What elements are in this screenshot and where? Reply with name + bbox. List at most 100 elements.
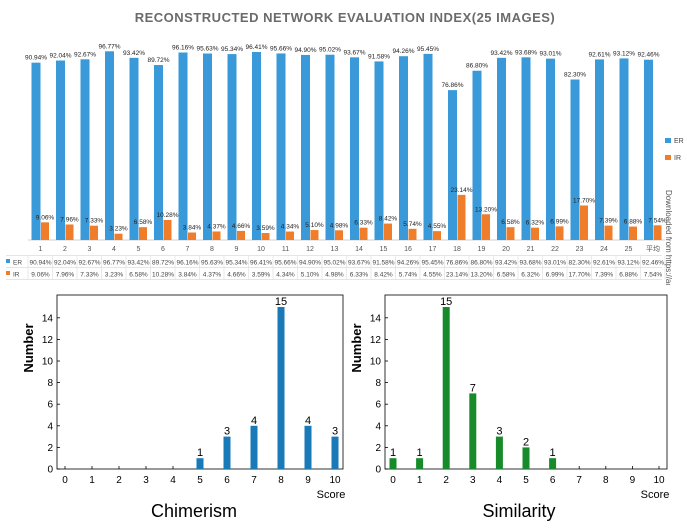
- er-bar: [644, 59, 653, 240]
- y-tick-label: 14: [370, 313, 382, 324]
- table-cell: 92.67%: [78, 260, 100, 267]
- x-tick-label: 10: [329, 475, 341, 486]
- table-cell: 95.45%: [421, 260, 443, 267]
- category-label: 11: [282, 246, 289, 253]
- histogram-bar: [442, 307, 450, 469]
- bar-value-label: 7: [470, 382, 476, 394]
- y-tick-label: 0: [47, 465, 53, 476]
- table-cell: 4.66%: [227, 272, 246, 279]
- category-label: 13: [331, 246, 339, 253]
- x-tick-label: 7: [576, 475, 582, 486]
- y-tick-label: 4: [47, 421, 53, 432]
- legend-swatch: [665, 155, 671, 160]
- table-cell: 76.86%: [446, 260, 468, 267]
- legend-label: IR: [674, 155, 681, 162]
- er-bar: [105, 51, 114, 241]
- ir-bar: [286, 231, 294, 240]
- ir-value-label: 6.88%: [624, 219, 643, 226]
- table-cell: 82.30%: [568, 260, 590, 267]
- x-tick-label: 2: [443, 475, 449, 486]
- table-cell: 93.68%: [519, 260, 541, 267]
- x-tick-label: 6: [224, 475, 230, 486]
- category-label: 25: [625, 246, 633, 253]
- x-tick-label: 2: [116, 475, 122, 486]
- ir-bar: [359, 227, 368, 240]
- category-label: 21: [527, 246, 535, 253]
- y-tick-label: 10: [370, 357, 382, 368]
- table-cell: 6.33%: [350, 272, 369, 279]
- er-value-label: 92.46%: [637, 52, 659, 59]
- y-tick-label: 4: [375, 421, 381, 432]
- ir-value-label: 4.66%: [232, 223, 251, 230]
- y-tick-label: 12: [370, 335, 382, 346]
- ir-bar: [433, 231, 441, 240]
- histogram-bar: [469, 393, 477, 469]
- er-bar: [423, 53, 433, 241]
- er-bar: [154, 65, 163, 241]
- er-bar: [570, 79, 580, 240]
- bar-value-label: 1: [197, 447, 203, 459]
- table-cell: 93.12%: [617, 260, 639, 267]
- ir-value-label: 4.98%: [330, 222, 349, 229]
- er-value-label: 94.90%: [294, 47, 316, 54]
- table-cell: 7.54%: [644, 272, 663, 279]
- er-bar: [497, 57, 506, 241]
- bar-value-label: 15: [275, 296, 287, 308]
- er-value-label: 90.94%: [25, 55, 47, 62]
- ir-value-label: 7.54%: [648, 217, 667, 224]
- er-bar: [595, 59, 604, 241]
- ir-value-label: 5.10%: [305, 222, 324, 229]
- table-cell: 6.32%: [521, 272, 540, 279]
- ir-bar: [310, 230, 319, 240]
- er-value-label: 94.26%: [392, 48, 414, 55]
- er-value-label: 92.04%: [49, 53, 71, 60]
- er-value-label: 96.41%: [245, 44, 267, 51]
- table-cell: 9.06%: [31, 272, 50, 279]
- ir-value-label: 3.23%: [109, 226, 128, 233]
- er-value-label: 93.67%: [343, 49, 365, 56]
- y-tick-label: 10: [42, 357, 54, 368]
- table-cell: 92.04%: [54, 260, 76, 267]
- er-bar: [521, 57, 531, 240]
- category-label: 6: [161, 246, 165, 253]
- table-cell: 94.90%: [299, 260, 321, 267]
- table-cell: 96.16%: [176, 260, 198, 267]
- x-tick-label: 8: [603, 475, 609, 486]
- x-tick-label: 4: [497, 475, 503, 486]
- er-bar: [129, 57, 139, 241]
- category-label: 5: [137, 246, 141, 253]
- table-cell: 89.72%: [152, 260, 174, 267]
- x-tick-label: 0: [62, 475, 68, 486]
- y-tick-label: 2: [375, 443, 381, 454]
- er-value-label: 92.67%: [74, 51, 96, 58]
- table-cell: 3.59%: [252, 272, 271, 279]
- x-tick-label: 9: [305, 475, 311, 486]
- ir-value-label: 4.34%: [281, 224, 300, 231]
- table-cell: 96.41%: [250, 260, 272, 267]
- ir-value-label: 6.32%: [526, 220, 545, 227]
- ir-value-label: 6.99%: [550, 218, 569, 225]
- table-row-header: ER: [13, 260, 22, 267]
- er-bar: [448, 90, 457, 240]
- ir-bar: [457, 194, 466, 240]
- table-cell: 8.42%: [374, 272, 393, 279]
- table-cell: 3.23%: [105, 272, 124, 279]
- histogram-bar: [277, 307, 285, 469]
- er-bar: [56, 60, 65, 240]
- table-cell: 7.96%: [56, 272, 75, 279]
- er-bar: [227, 54, 237, 240]
- table-cell: 7.33%: [80, 272, 99, 279]
- histogram-bar: [495, 436, 503, 469]
- table-cell: 5.74%: [399, 272, 418, 279]
- table-cell: 92.46%: [642, 260, 664, 267]
- category-label: 20: [502, 246, 510, 253]
- histogram-bar: [389, 458, 397, 469]
- table-cell: 17.70%: [568, 272, 590, 279]
- x-tick-label: 7: [251, 475, 257, 486]
- table-cell: 86.80%: [470, 260, 492, 267]
- table-cell: 6.99%: [546, 272, 565, 279]
- ir-bar: [212, 231, 221, 240]
- ir-bar: [188, 232, 196, 240]
- table-cell: 91.58%: [372, 260, 394, 267]
